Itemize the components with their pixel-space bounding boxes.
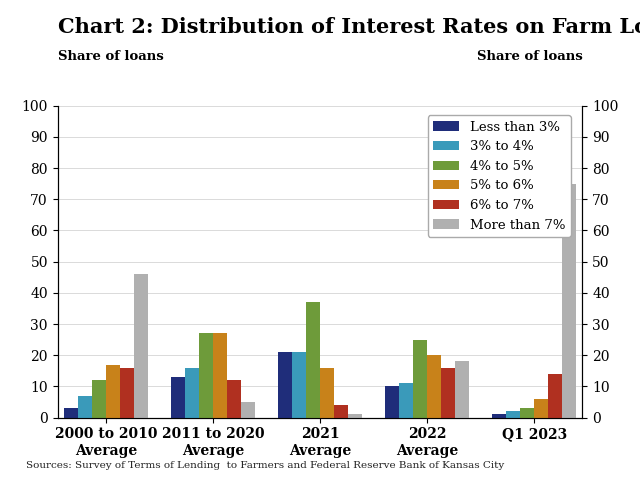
Bar [227, 380, 241, 418]
Bar [399, 383, 413, 418]
Bar [78, 396, 92, 418]
Bar [320, 368, 334, 418]
Legend: Less than 3%, 3% to 4%, 4% to 5%, 5% to 6%, 6% to 7%, More than 7%: Less than 3%, 3% to 4%, 4% to 5%, 5% to … [428, 115, 570, 237]
Bar [278, 352, 292, 418]
Text: Share of loans: Share of loans [58, 50, 163, 63]
Bar [348, 414, 362, 418]
Bar [64, 408, 78, 418]
Bar [520, 408, 534, 418]
Bar [334, 405, 348, 418]
Bar [120, 368, 134, 418]
Bar [306, 302, 320, 418]
Bar [171, 377, 185, 418]
Bar [385, 386, 399, 418]
Bar [241, 402, 255, 418]
Text: Chart 2: Distribution of Interest Rates on Farm Loans: Chart 2: Distribution of Interest Rates … [58, 17, 640, 37]
Bar [562, 184, 576, 418]
Bar [199, 333, 213, 418]
Bar [455, 361, 469, 418]
Text: Share of loans: Share of loans [477, 50, 582, 63]
Bar [134, 274, 148, 418]
Bar [441, 368, 455, 418]
Bar [413, 340, 427, 418]
Bar [292, 352, 306, 418]
Bar [427, 355, 441, 418]
Bar [106, 365, 120, 418]
Bar [548, 374, 562, 418]
Bar [185, 368, 199, 418]
Bar [492, 414, 506, 418]
Bar [506, 411, 520, 418]
Bar [534, 399, 548, 418]
Bar [92, 380, 106, 418]
Text: Sources: Survey of Terms of Lending  to Farmers and Federal Reserve Bank of Kans: Sources: Survey of Terms of Lending to F… [26, 461, 504, 470]
Bar [213, 333, 227, 418]
